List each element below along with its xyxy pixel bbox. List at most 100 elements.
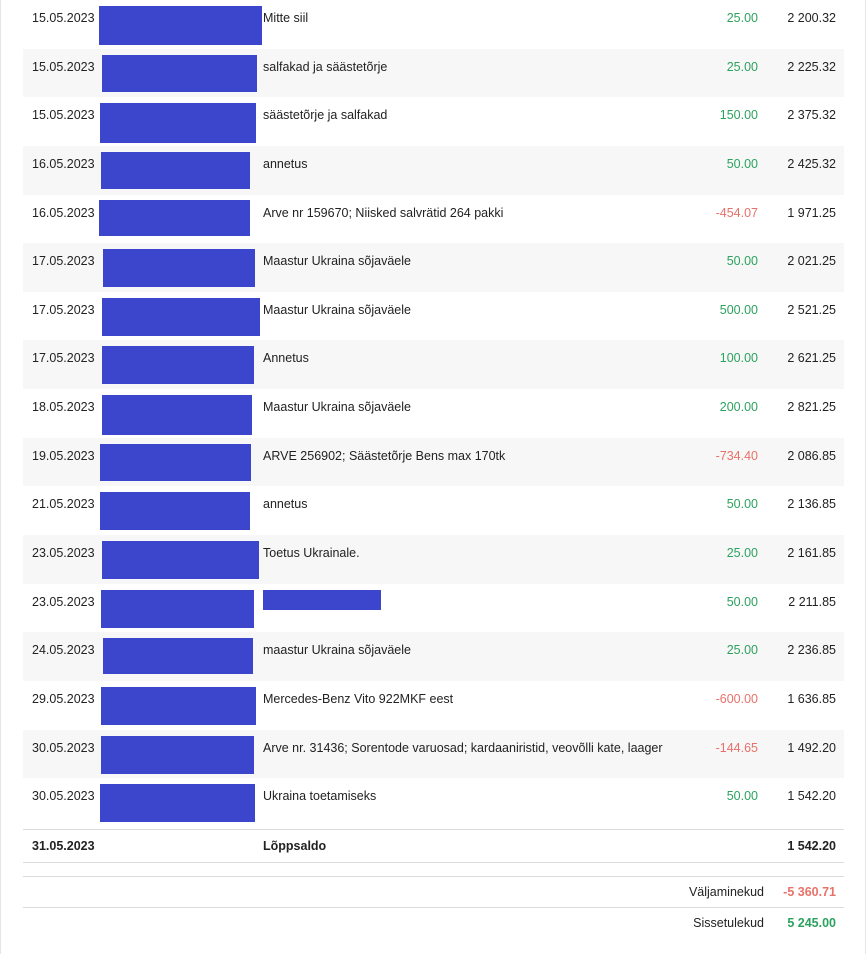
redacted-counterparty	[101, 686, 256, 725]
transaction-description: ARVE 256902; Säästetõrje Bens max 170tk	[263, 448, 506, 463]
incoming-label: Sissetulekud	[693, 916, 764, 930]
transaction-amount: 150.00	[719, 108, 758, 123]
transaction-amount: -454.07	[715, 205, 758, 220]
transaction-date: 16.05.2023	[32, 205, 95, 220]
redacted-counterparty	[100, 784, 255, 823]
transaction-date: 17.05.2023	[32, 302, 95, 317]
transaction-date: 16.05.2023	[32, 156, 95, 171]
transaction-description: Ukraina toetamiseks	[263, 789, 377, 804]
transaction-description: Annetus	[263, 351, 309, 366]
transaction-description: Arve nr. 31436; Sorentode varuosad; kard…	[263, 740, 663, 755]
transaction-amount: 50.00	[726, 254, 758, 269]
transaction-date: 17.05.2023	[32, 351, 95, 366]
table-row: 15.05.2023 salfakad ja säästetõrje 25.00 2 …	[23, 48, 844, 98]
redacted-counterparty	[100, 443, 251, 481]
transaction-balance: 2 200.32	[787, 11, 836, 25]
transaction-description: säästetõrje ja salfakad	[263, 108, 388, 123]
table-row: 17.05.2023 Maastur Ukraina sõjaväele 500.0…	[23, 292, 844, 341]
table-row: 23.05.2023 50.00 2 211.85	[23, 584, 844, 633]
table-row: 23.05.2023 Toetus Ukrainale. 25.00 2 161.85	[23, 535, 844, 584]
transaction-balance: 2 021.25	[787, 254, 836, 269]
transaction-balance: 1 636.85	[787, 691, 836, 706]
transaction-balance: 2 211.85	[788, 594, 836, 609]
redacted-counterparty	[102, 395, 252, 436]
transaction-date: 15.05.2023	[32, 59, 95, 74]
transaction-description: annetus	[263, 497, 308, 512]
transaction-balance: 1 492.20	[787, 740, 836, 755]
transaction-balance: 2 621.25	[787, 351, 836, 366]
summary-outgoing-row: Väljaminekud -5 360.71	[23, 876, 844, 907]
transaction-amount: 500.00	[719, 302, 758, 317]
transaction-balance: 2 821.25	[787, 400, 836, 415]
table-row: 29.05.2023 Mercedes-Benz Vito 922MKF eest…	[23, 681, 844, 730]
outgoing-value: -5 360.71	[783, 885, 836, 899]
table-row: 21.05.2023 annetus 50.00 2 136.85	[23, 486, 844, 535]
table-row: 16.05.2023 annetus 50.00 2 425.32	[23, 145, 844, 195]
redacted-counterparty	[101, 151, 250, 189]
transaction-date: 21.05.2023	[32, 497, 95, 512]
table-row: 17.05.2023 Maastur Ukraina sõjaväele 50.00…	[23, 243, 844, 292]
transaction-amount: 100.00	[719, 351, 758, 366]
transaction-description: Arve nr 159670; Niisked salvrätid 264 pa…	[263, 205, 504, 220]
transaction-description: maastur Ukraina sõjaväele	[263, 643, 411, 658]
transaction-description: Maastur Ukraina sõjaväele	[263, 400, 411, 415]
transaction-balance: 2 521.25	[787, 302, 836, 317]
transaction-balance: 2 161.85	[787, 546, 836, 561]
transaction-date: 29.05.2023	[32, 691, 95, 706]
transaction-date: 15.05.2023	[32, 11, 95, 25]
table-row: 16.05.2023 Arve nr 159670; Niisked salvrä…	[23, 195, 844, 244]
transaction-balance: 1 542.20	[787, 789, 836, 804]
outgoing-label: Väljaminekud	[688, 885, 764, 899]
transaction-description: Maastur Ukraina sõjaväele	[263, 254, 411, 269]
transaction-date: 23.05.2023	[32, 546, 95, 561]
closing-balance: 1 542.20	[787, 839, 836, 853]
transaction-balance: 2 375.32	[787, 108, 836, 123]
transaction-amount: -734.40	[715, 448, 758, 463]
redacted-counterparty	[102, 297, 260, 336]
redacted-counterparty	[100, 492, 250, 531]
transaction-date: 18.05.2023	[32, 400, 95, 415]
transaction-date: 19.05.2023	[32, 448, 95, 463]
transaction-date: 24.05.2023	[32, 643, 95, 658]
table-row: 18.05.2023 Maastur Ukraina sõjaväele 200.0…	[23, 389, 844, 438]
table-row: 17.05.2023 Annetus 100.00 2 621.25	[23, 340, 844, 390]
redacted-description	[263, 589, 381, 610]
transaction-balance: 2 236.85	[787, 643, 836, 658]
transaction-amount: 50.00	[726, 594, 758, 609]
table-row: 24.05.2023 maastur Ukraina sõjaväele 25.00…	[23, 632, 844, 681]
table-row: 30.05.2023 Ukraina toetamiseks 50.00 1 542.…	[23, 778, 844, 827]
redacted-counterparty	[100, 103, 256, 144]
table-row: 15.05.2023 säästetõrje ja salfakad 150.00 2…	[23, 97, 844, 146]
transaction-description: Toetus Ukrainale.	[263, 546, 360, 561]
transaction-date: 30.05.2023	[32, 789, 95, 804]
redacted-counterparty	[101, 589, 254, 628]
transaction-amount: 50.00	[726, 497, 758, 512]
redacted-counterparty	[103, 249, 255, 288]
transaction-balance: 2 086.85	[787, 448, 836, 463]
table-row: 15.05.2023 Mitte siil 25.00 2 200.32	[23, 0, 844, 49]
redacted-counterparty	[102, 541, 259, 580]
transaction-description: salfakad ja säästetõrje	[263, 59, 388, 74]
redacted-counterparty	[103, 638, 253, 675]
transaction-amount: 25.00	[726, 11, 758, 25]
table-row: 30.05.2023 Arve nr. 31436; Sorentode varu…	[23, 729, 844, 779]
transaction-date: 30.05.2023	[32, 740, 95, 755]
transaction-amount: 25.00	[726, 59, 758, 74]
redacted-counterparty	[102, 54, 257, 92]
summary-incoming-row: Sissetulekud 5 245.00	[23, 907, 844, 938]
closing-label: Lõppsaldo	[263, 839, 327, 853]
transaction-description: Maastur Ukraina sõjaväele	[263, 302, 411, 317]
transaction-date: 17.05.2023	[32, 254, 95, 269]
transaction-description: Mitte siil	[263, 11, 309, 25]
transaction-balance: 2 425.32	[787, 156, 836, 171]
table-row: 19.05.2023 ARVE 256902; Säästetõrje Bens …	[23, 437, 844, 487]
transaction-amount: 50.00	[726, 156, 758, 171]
transaction-description: annetus	[263, 156, 308, 171]
transaction-description: Mercedes-Benz Vito 922MKF eest	[263, 691, 454, 706]
transaction-balance: 1 971.25	[787, 205, 836, 220]
transaction-balance: 2 136.85	[787, 497, 836, 512]
redacted-counterparty	[99, 199, 250, 236]
transaction-amount: 200.00	[719, 400, 758, 415]
redacted-counterparty	[101, 735, 254, 774]
